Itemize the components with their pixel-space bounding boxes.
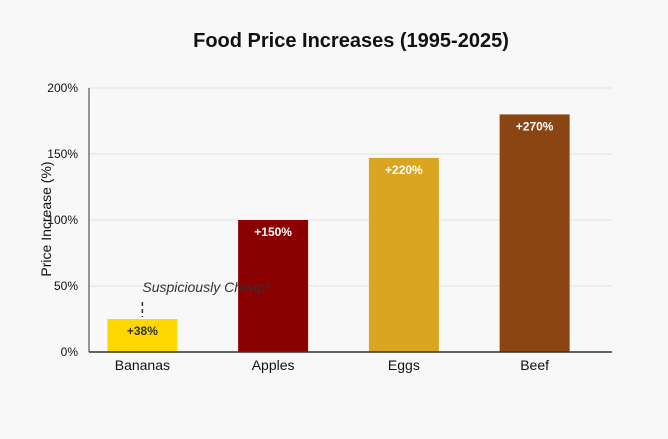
x-tick-label: Apples: [252, 357, 295, 373]
data-label-bananas: +38%: [127, 324, 158, 338]
bar-bananas: [107, 319, 178, 352]
bar-apples: [238, 220, 309, 352]
bar-eggs: [368, 157, 439, 352]
y-axis-label: Price Increase (%): [38, 161, 54, 276]
data-label-eggs: +220%: [385, 163, 423, 177]
chart-title: Food Price Increases (1995-2025): [193, 30, 509, 52]
x-axis-ticks: Bananas Apples Eggs Beef: [115, 357, 549, 373]
annotation-text: Suspiciously Cheap!: [142, 279, 269, 295]
x-tick-label: Eggs: [388, 357, 420, 373]
y-tick-label: 50%: [54, 279, 78, 293]
bars: [107, 114, 570, 353]
y-tick-label: 200%: [47, 81, 78, 95]
data-label-apples: +150%: [254, 225, 292, 239]
y-tick-label: 0%: [61, 345, 79, 359]
data-label-beef: +270%: [516, 119, 554, 133]
y-tick-label: 150%: [47, 147, 78, 161]
y-axis-ticks: 0% 50% 100% 150% 200%: [47, 81, 78, 359]
x-tick-label: Bananas: [115, 357, 170, 373]
y-tick-label: 100%: [47, 213, 78, 227]
data-labels: +38% +150% +220% +270%: [127, 119, 554, 338]
bar-beef: [499, 114, 570, 353]
x-tick-label: Beef: [520, 357, 549, 373]
